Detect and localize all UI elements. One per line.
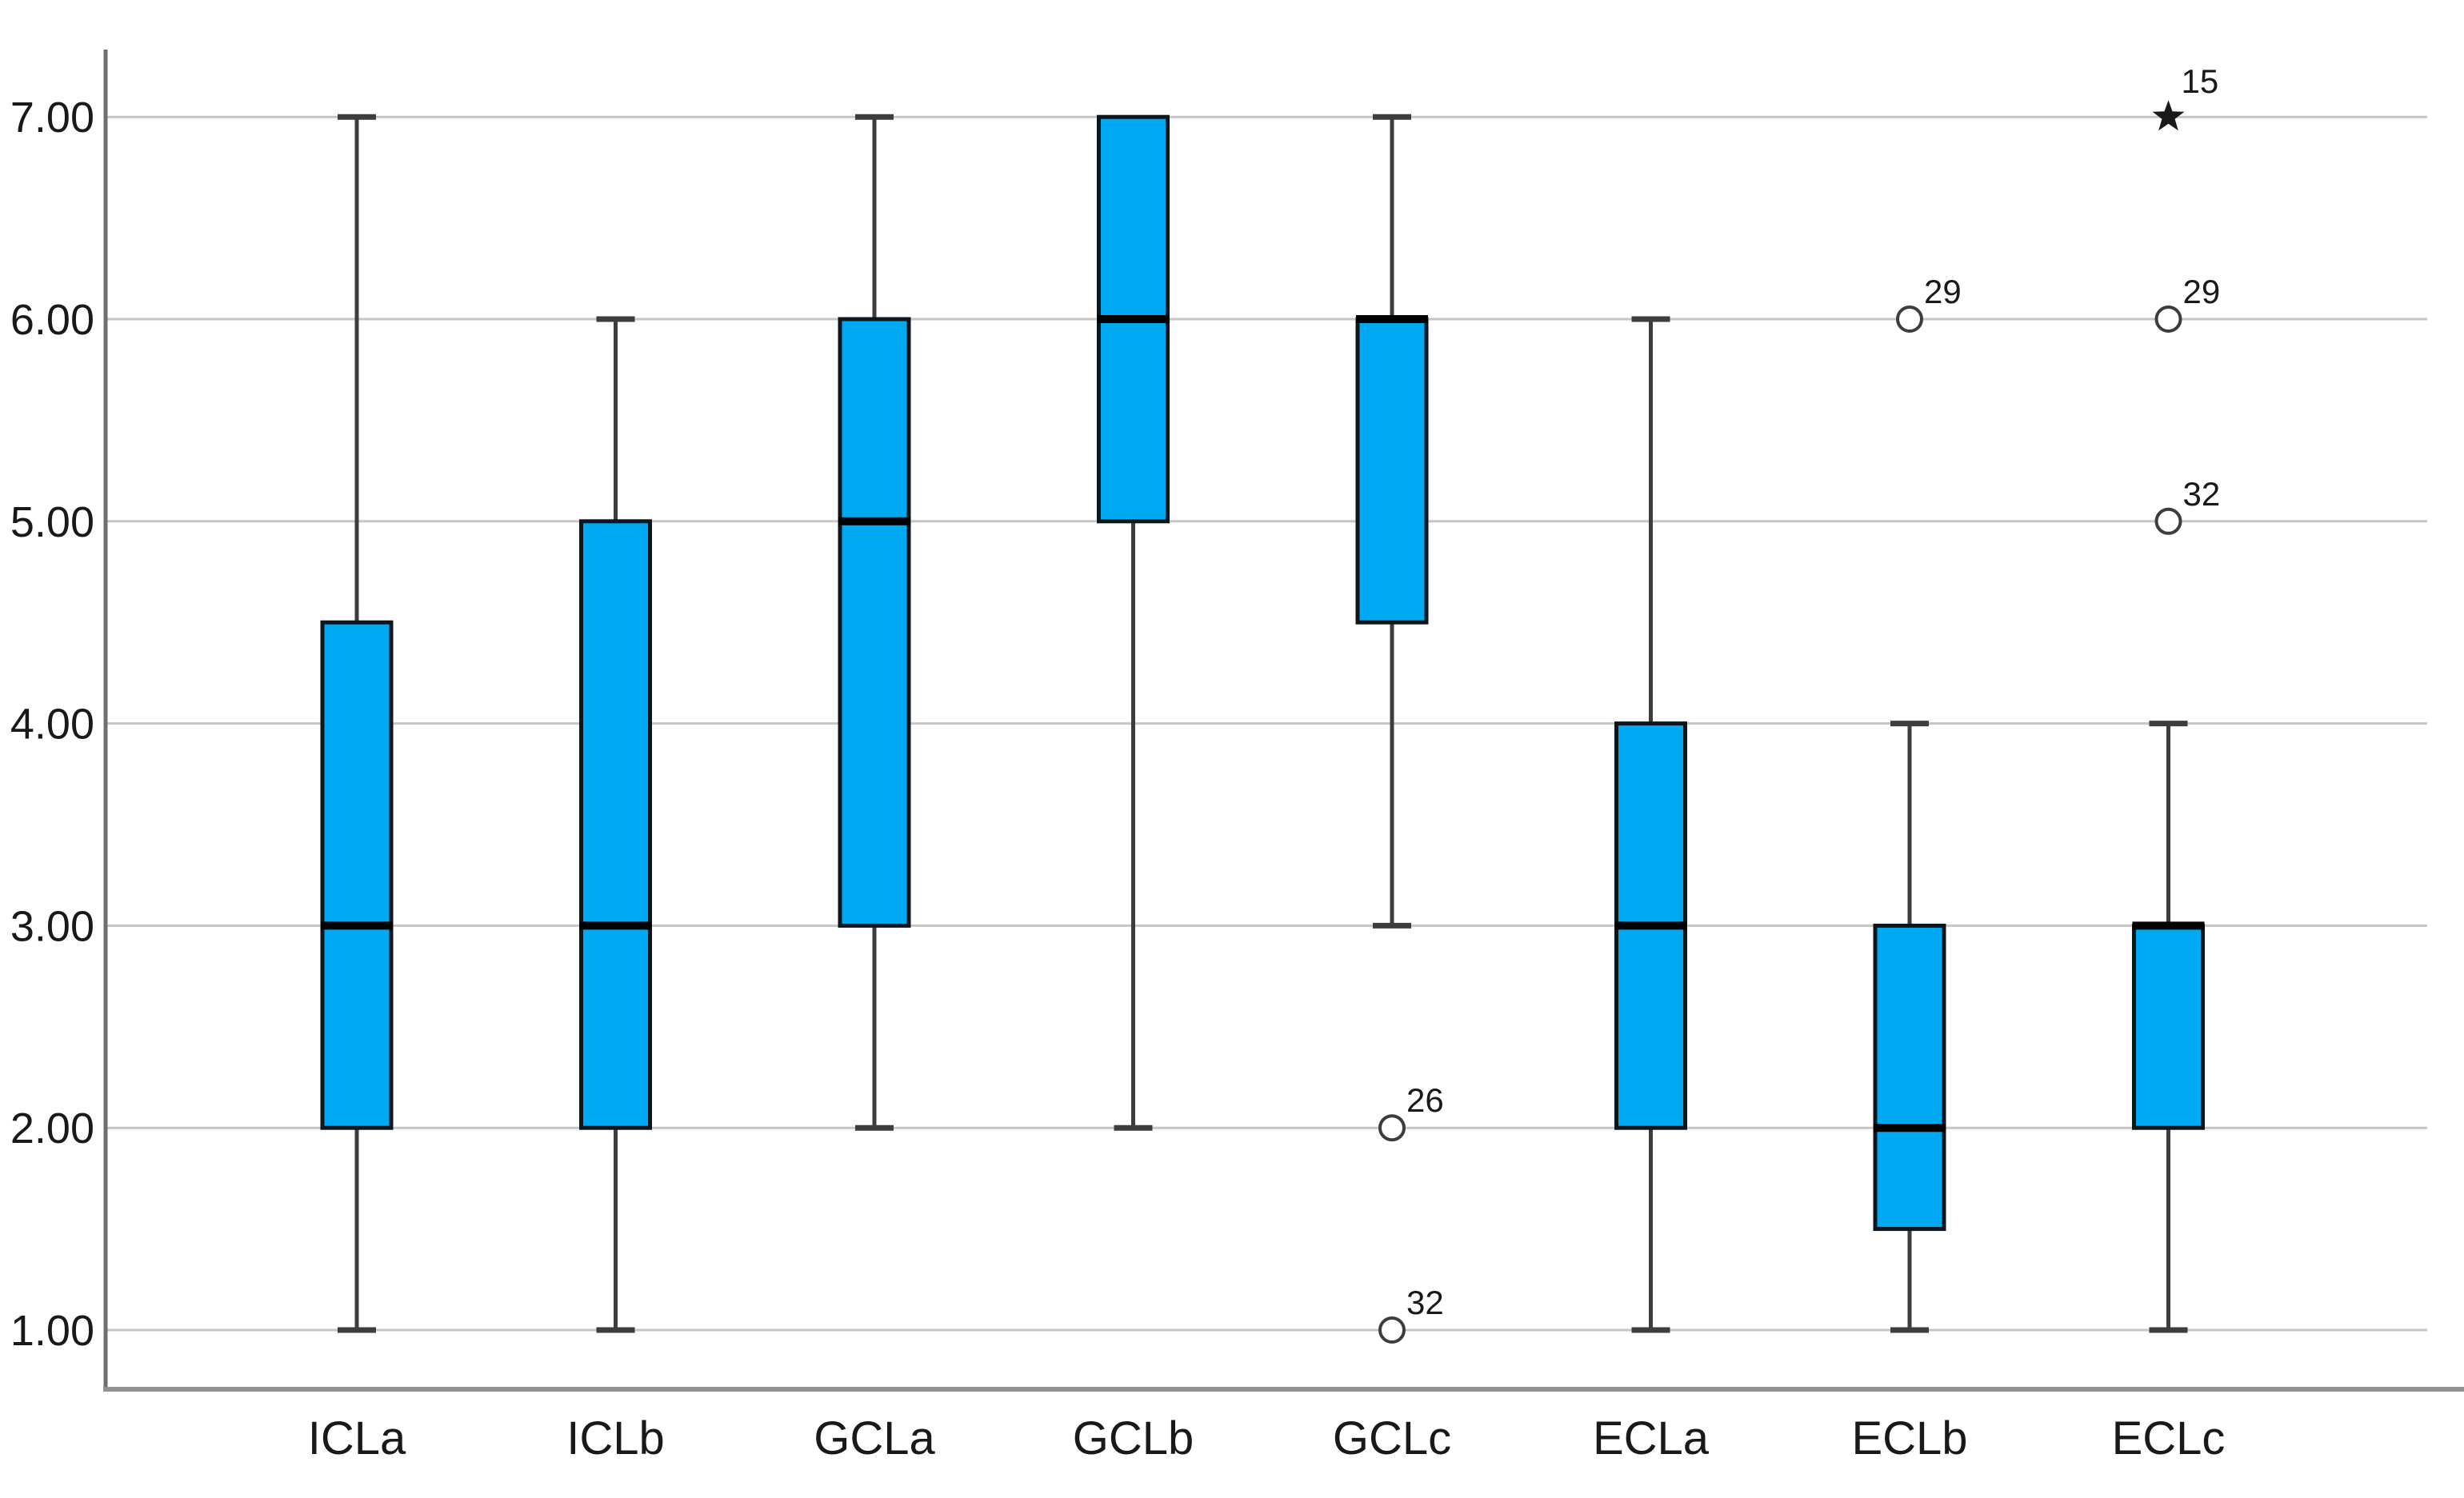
y-tick-label: 3.00 [10,902,94,950]
outlier-label: 32 [1406,1284,1444,1321]
outlier-label: 15 [2182,62,2219,100]
outlier-circle-GCLc-32 [1378,1316,1406,1344]
box-ECLc [2132,923,2205,1130]
outlier-circle-ECLb-29 [1896,306,1923,333]
category-label-GCLa: GCLa [814,1412,935,1464]
box-ECLb [1873,923,1946,1232]
y-tick-label: 5.00 [10,498,94,546]
y-tick-label: 6.00 [10,296,94,344]
outlier-label: 29 [1924,273,1962,310]
y-tick-label: 1.00 [10,1307,94,1355]
box-ICLb [579,519,652,1130]
outlier-circle-ECLc-32 [2154,507,2182,535]
category-label-ECLa: ECLa [1593,1412,1710,1464]
outlier-label: 26 [1406,1081,1444,1119]
outlier-circle-ECLc-29 [2154,306,2182,333]
y-tick-label: 7.00 [10,94,94,142]
category-label-GCLb: GCLb [1073,1412,1194,1464]
box-GCLc [1355,317,1429,625]
outlier-label: 29 [2183,273,2221,310]
extreme-outlier-star-ECLc-15 [2152,100,2185,131]
y-tick-label: 2.00 [10,1105,94,1152]
category-label-ICLa: ICLa [308,1412,406,1464]
box-GCLa [838,317,911,928]
outlier-circle-GCLc-26 [1378,1114,1406,1142]
outlier-label: 32 [2183,475,2221,513]
category-label-GCLc: GCLc [1333,1412,1451,1464]
category-label-ECLc: ECLc [2112,1412,2226,1464]
box-ICLa [320,620,394,1130]
category-label-ICLb: ICLb [566,1412,665,1464]
category-label-ECLb: ECLb [1851,1412,1967,1464]
y-tick-label: 4.00 [10,701,94,749]
